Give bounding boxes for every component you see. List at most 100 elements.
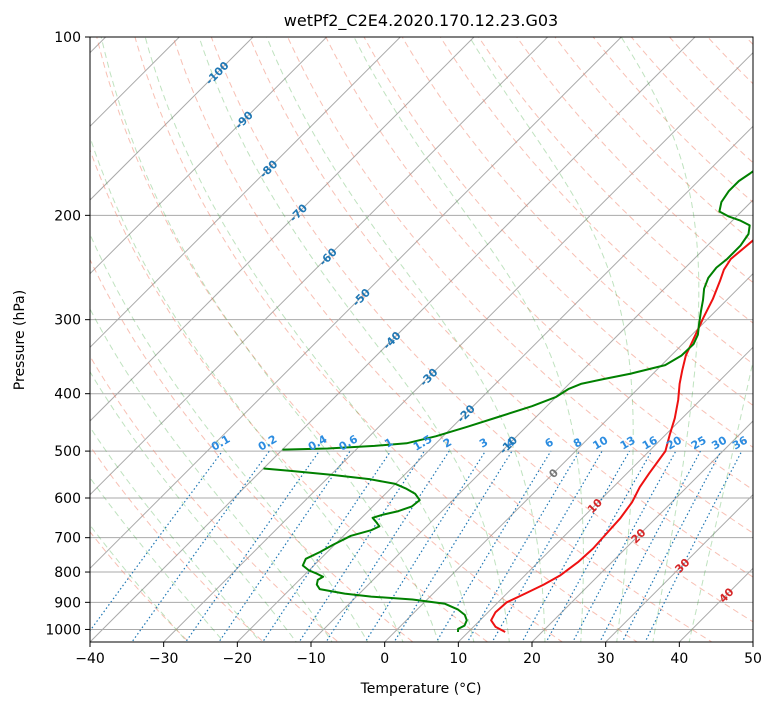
dry-adiabat (287, 37, 753, 534)
isotherm-line (162, 51, 753, 642)
dry-adiabat (325, 37, 753, 491)
isotherm-line (90, 37, 549, 496)
series-line-2 (282, 170, 753, 451)
x-tick-label: 30 (597, 651, 615, 667)
x-tick-label: −10 (296, 651, 326, 667)
y-tick-label: 1000 (45, 622, 81, 638)
dry-adiabat (172, 37, 713, 642)
mixing-ratio-label: 10 (591, 433, 611, 452)
isotherm-line (383, 272, 753, 642)
mixing-ratio-line (545, 450, 653, 642)
dry-adiabat (96, 37, 564, 642)
series-line-0 (490, 239, 753, 633)
isotherm-line (752, 641, 753, 642)
isotherm-line (457, 346, 753, 642)
moist-adiabat (90, 476, 225, 642)
mixing-ratio-line (491, 450, 603, 642)
moist-adiabat (90, 135, 404, 642)
y-axis: 100 200 300 400 500 600 700 800 900 1000 (45, 30, 90, 638)
moist-adiabat (90, 232, 369, 642)
mixing-ratio-line (298, 450, 425, 642)
dry-adiabat (134, 37, 638, 642)
mixing-ratio-label: 0.6 (337, 432, 361, 453)
dry-adiabat (90, 148, 489, 642)
mixing-ratio-label: 16 (640, 433, 660, 452)
moist-adiabat (90, 370, 297, 642)
moist-adiabat (100, 37, 440, 642)
moist-adiabat (90, 308, 333, 642)
isotherm-line (678, 567, 753, 642)
mixing-ratio-label: 0.2 (256, 433, 279, 454)
isotherm-label: -60 (317, 245, 340, 268)
y-tick-label: 100 (54, 30, 81, 46)
y-tick-label: 700 (54, 531, 81, 547)
mixing-ratio-line (435, 450, 552, 642)
dry-adiabat (90, 355, 339, 642)
mixing-ratio-line (644, 450, 743, 642)
dry-adiabat (401, 37, 753, 407)
y-tick-label: 300 (54, 313, 81, 329)
isotherm-line (604, 493, 753, 642)
chart-title: wetPf2_C2E4.2020.170.12.23.G03 (284, 11, 558, 31)
mixing-ratio-label: 20 (664, 433, 684, 452)
y-tick-label: 500 (54, 444, 81, 460)
mixing-ratio-line (325, 450, 450, 642)
mixing-ratio-label: 2 (441, 436, 454, 451)
x-tick-label: −40 (75, 651, 105, 667)
isotherm-line (531, 420, 753, 642)
y-tick-label: 200 (54, 208, 81, 224)
moist-adiabat (469, 37, 634, 642)
dry-adiabat (758, 10, 775, 654)
x-axis-label: Temperature (°C) (360, 681, 482, 697)
y-tick-label: 600 (54, 491, 81, 507)
series-line-1 (263, 467, 468, 633)
plot-frame (89, 36, 754, 643)
mixing-ratio-label: 30 (709, 433, 729, 452)
y-tick-label: 800 (54, 565, 81, 581)
dry-adiabat (90, 445, 265, 642)
mixing-ratio-label: 25 (689, 434, 709, 453)
x-axis: −40 −30 −20 −10 0 10 20 30 40 50 (75, 642, 762, 667)
isoline-labels: 0.1 0.2 0.4 0.6 1 1.5 2 3 4 6 8 10 13 16 20 25 30 36-100-… (203, 59, 750, 606)
dry-adiabat (630, 37, 753, 164)
moist-adiabat (198, 37, 510, 642)
dry-adiabat (745, 37, 753, 46)
isotherm-label: -100 (203, 59, 232, 88)
isotherm-line (310, 199, 753, 642)
isotherm-line (90, 37, 696, 642)
moist-adiabat (688, 358, 753, 642)
mixing-ratio-line (466, 450, 580, 642)
dry-adiabat (248, 37, 753, 578)
isotherm-line (90, 37, 623, 570)
isotherm-line (90, 37, 475, 422)
x-tick-label: −30 (149, 651, 179, 667)
mixing-ratio-line (262, 450, 392, 642)
moist-adiabat (266, 37, 546, 642)
mixing-ratio-line (131, 450, 270, 642)
y-axis-label: Pressure (hPa) (12, 290, 28, 390)
x-tick-label: 40 (670, 651, 688, 667)
moist-adiabat (90, 426, 261, 642)
moist-adiabat (353, 37, 584, 642)
x-tick-label: 20 (523, 651, 541, 667)
isotherm-line (236, 125, 753, 642)
dry-adiabat (668, 37, 753, 124)
mixing-ratio-label: 36 (730, 433, 750, 452)
mixing-ratio-line (218, 450, 351, 642)
moist-adiabat (90, 524, 188, 642)
mixing-ratio-label: 1.5 (411, 433, 434, 454)
background-reference-lines (90, 10, 775, 654)
profile-series (263, 170, 753, 633)
dry-adiabat (439, 37, 753, 365)
x-tick-label: 0 (380, 651, 389, 667)
dry-adiabat (478, 37, 753, 324)
dry-adiabat (210, 37, 753, 623)
moist-adiabat (144, 37, 475, 642)
dry-adiabat (592, 37, 753, 203)
mixing-ratio-label: 0.4 (306, 432, 330, 453)
moist-adiabat (620, 37, 700, 642)
x-tick-label: 10 (449, 651, 467, 667)
mixing-ratio-line (184, 450, 320, 642)
dry-adiabat (516, 37, 753, 284)
